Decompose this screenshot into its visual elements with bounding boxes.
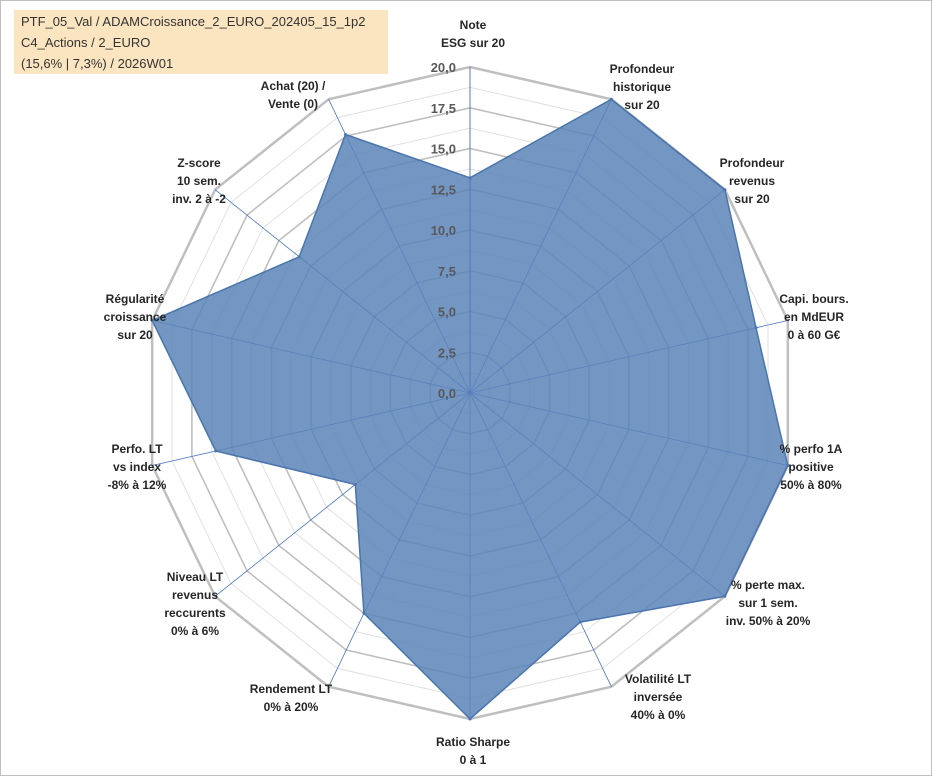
portfolio-stats: (15,6% | 7,3%) / 2026W01 (21, 56, 174, 71)
tick-label: 20,0 (431, 60, 456, 75)
axis-label: 10 sem. (177, 174, 221, 188)
portfolio-name: PTF_05_Val / ADAMCroissance_2_EURO_20240… (21, 14, 366, 29)
data-point (468, 717, 472, 721)
axis-label: revenus (172, 588, 218, 602)
axis-label: positive (788, 460, 834, 474)
tick-label: 7,5 (438, 264, 456, 279)
data-point (786, 464, 790, 467)
axis-label: reccurents (164, 606, 226, 620)
tick-label: 10,0 (431, 223, 456, 238)
portfolio-info-box: PTF_05_Val / ADAMCroissance_2_EURO_20240… (14, 10, 388, 74)
axis-label: Ratio Sharpe (436, 735, 510, 749)
axis-label: Rendement LT (250, 682, 333, 696)
axis-label: sur 20 (117, 328, 153, 342)
axis-label: revenus (729, 174, 775, 188)
axis-label: inv. 2 à -2 (172, 192, 226, 206)
axis-label: Vente (0) (268, 97, 318, 111)
axis-label: -8% à 12% (108, 478, 167, 492)
tick-label: 5,0 (438, 305, 456, 320)
data-point (297, 255, 301, 259)
axis-label: 0 à 1 (460, 753, 487, 767)
portfolio-category: C4_Actions / 2_EURO (21, 35, 151, 50)
axis-label: sur 1 sem. (738, 596, 797, 610)
axis-label: % perte max. (731, 578, 805, 592)
data-point (362, 611, 366, 615)
axis-label: sur 20 (624, 98, 660, 112)
axis-label: 40% à 0% (631, 708, 686, 722)
tick-label: 17,5 (431, 101, 456, 116)
axis-label: en MdEUR (784, 310, 844, 324)
axis-label: inv. 50% à 20% (726, 614, 811, 628)
axis-label: 0 à 60 G€ (788, 328, 841, 342)
axis-label: Niveau LT (167, 570, 224, 584)
data-point (344, 133, 347, 136)
data-point (754, 326, 758, 330)
axis-label: Volatilité LT (625, 672, 692, 686)
tick-label: 0,0 (438, 386, 456, 401)
tick-label: 12,5 (431, 182, 456, 197)
axis-label: Z-score (177, 156, 221, 170)
axis-label: croissance (104, 310, 167, 324)
data-point (214, 449, 218, 453)
tick-label: 2,5 (438, 345, 456, 360)
axis-label: historique (613, 80, 671, 94)
axis-label: Perfo. LT (111, 442, 163, 456)
axis-label: Achat (20) / (261, 79, 326, 93)
axis-label: 0% à 20% (264, 700, 319, 714)
axis-label: Profondeur (610, 62, 675, 76)
axis-label: Régularité (106, 292, 165, 306)
data-point (353, 483, 357, 486)
data-point (609, 97, 613, 101)
axis-label: vs index (113, 460, 161, 474)
data-point (723, 188, 727, 192)
axis-label: Profondeur (720, 156, 785, 170)
data-point (578, 620, 582, 624)
tick-label: 15,0 (431, 142, 456, 157)
axis-label: Note (460, 18, 487, 32)
axis-label: % perfo 1A (780, 442, 843, 456)
data-point (723, 594, 727, 598)
axis-label: ESG sur 20 (441, 36, 505, 50)
data-point (150, 319, 154, 322)
axis-label: 0% à 6% (171, 624, 219, 638)
axis-label: Capi. bours. (779, 292, 848, 306)
axis-label: sur 20 (734, 192, 770, 206)
axis-label: 50% à 80% (780, 478, 842, 492)
axis-label: inversée (634, 690, 683, 704)
